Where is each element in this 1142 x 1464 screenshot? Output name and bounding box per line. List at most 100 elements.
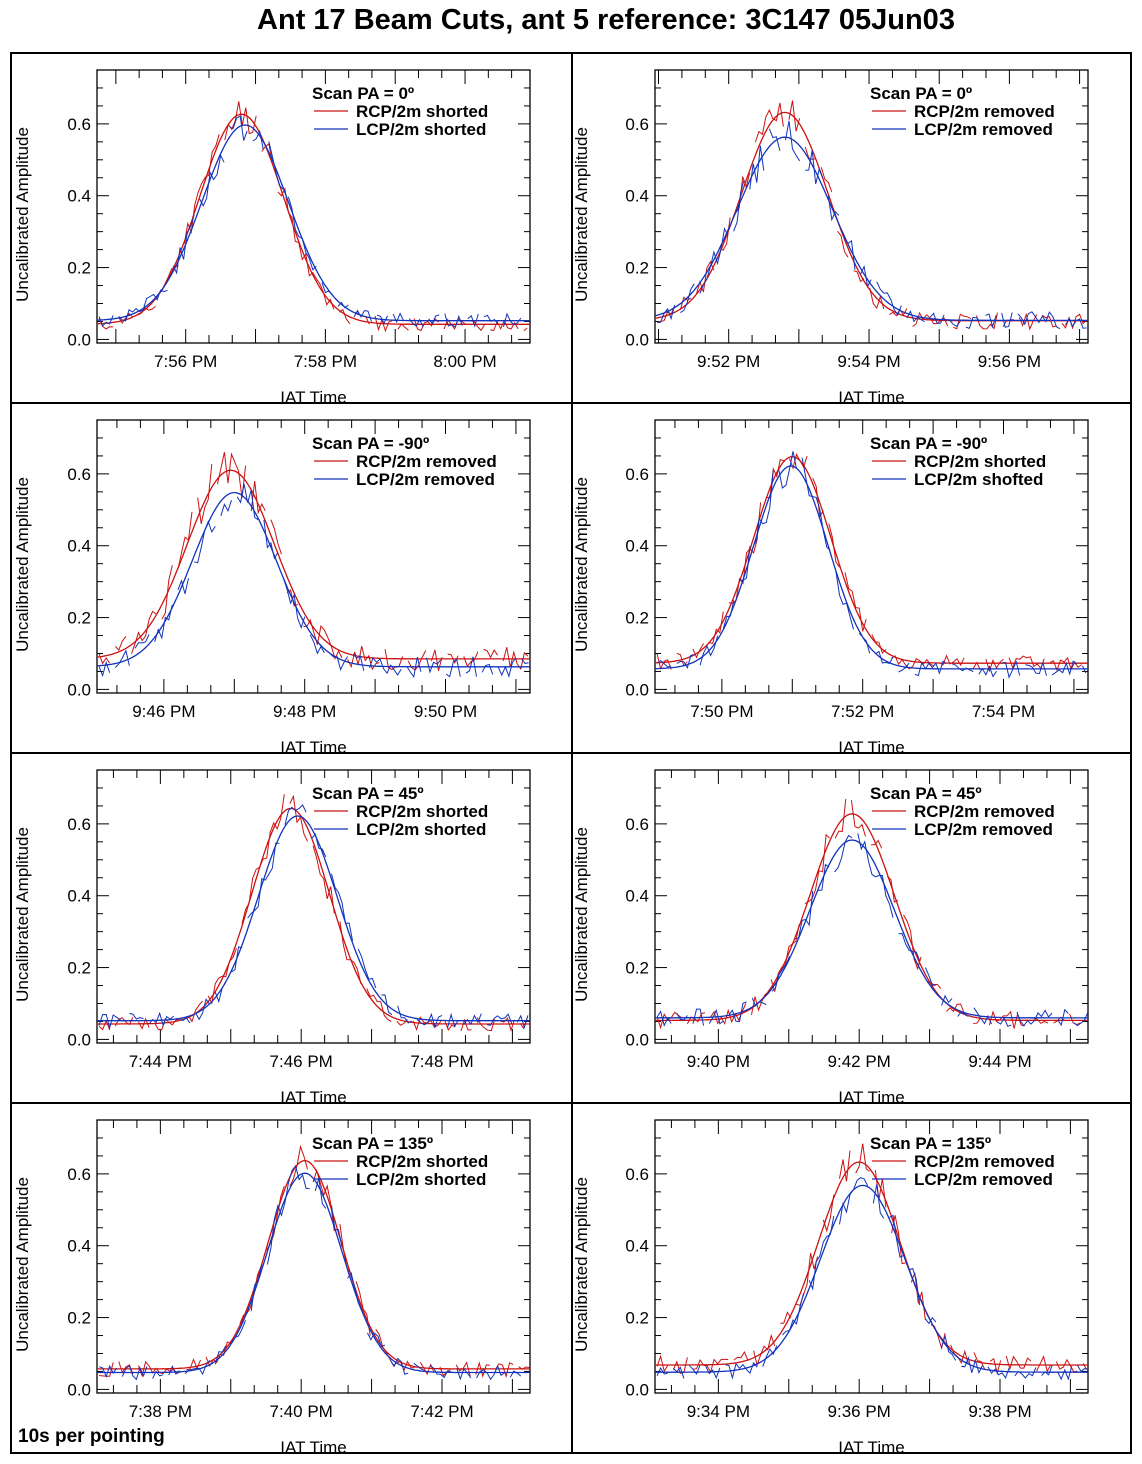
legend-entry: RCP/2m shorted xyxy=(356,102,488,121)
x-tick-label: 8:00 PM xyxy=(433,352,496,371)
y-tick-label: 0.6 xyxy=(67,815,91,834)
y-tick-label: 0.4 xyxy=(67,1237,91,1256)
plot-frame xyxy=(654,419,1089,694)
legend-title: Scan PA = 45º xyxy=(312,784,424,803)
y-axis-label: Uncalibrated Amplitude xyxy=(572,477,591,652)
footnote: 10s per pointing xyxy=(18,1426,165,1447)
y-tick-label: 0.0 xyxy=(67,330,91,349)
x-tick-label: 7:58 PM xyxy=(294,352,357,371)
legend-entry: RCP/2m shorted xyxy=(356,1152,488,1171)
x-tick-label: 9:40 PM xyxy=(687,1052,750,1071)
x-axis-label: IAT Time xyxy=(838,738,904,753)
legend-entry: LCP/2m shofted xyxy=(914,470,1043,489)
series-fit-rcp xyxy=(655,111,1088,322)
series-fit-lcp xyxy=(97,1172,530,1374)
x-tick-label: 9:56 PM xyxy=(978,352,1041,371)
beam-cut-chart-row2-left: 0.0 0.2 0.4 0.6 9:46 PM 9:48 PM 9:50 PM IAT Tim… xyxy=(13,419,531,753)
x-tick-label: 7:50 PM xyxy=(690,702,753,721)
x-axis-label: IAT Time xyxy=(280,388,346,403)
x-axis-label: IAT Time xyxy=(838,1438,904,1453)
legend-title: Scan PA = -90º xyxy=(312,434,429,453)
y-tick-label: 0.6 xyxy=(625,1165,649,1184)
series-fit-lcp xyxy=(655,465,1088,670)
y-tick-label: 0.4 xyxy=(67,187,91,206)
y-tick-label: 0.0 xyxy=(625,330,649,349)
y-tick-label: 0.4 xyxy=(625,887,649,906)
legend-title: Scan PA = 135º xyxy=(312,1134,433,1153)
y-axis-label: Uncalibrated Amplitude xyxy=(572,1177,591,1352)
y-tick-label: 0.4 xyxy=(625,187,649,206)
y-tick-label: 0.4 xyxy=(625,537,649,556)
y-axis-label: Uncalibrated Amplitude xyxy=(13,827,32,1002)
plot-frame xyxy=(96,1119,531,1394)
x-tick-label: 9:50 PM xyxy=(414,702,477,721)
y-tick-label: 0.2 xyxy=(625,609,649,628)
legend-entry: RCP/2m shorted xyxy=(914,452,1046,471)
series-fit-rcp xyxy=(97,1159,530,1370)
series-fit-lcp xyxy=(97,491,530,668)
legend-title: Scan PA = -90º xyxy=(870,434,987,453)
x-tick-label: 7:56 PM xyxy=(154,352,217,371)
series-data-lcp xyxy=(99,1166,526,1379)
y-tick-label: 0.6 xyxy=(625,815,649,834)
x-tick-label: 9:46 PM xyxy=(132,702,195,721)
legend-entry: RCP/2m removed xyxy=(914,1152,1055,1171)
series-data-lcp xyxy=(657,120,1087,330)
x-tick-label: 9:52 PM xyxy=(697,352,760,371)
x-tick-label: 9:42 PM xyxy=(828,1052,891,1071)
series-data-lcp xyxy=(656,1177,1088,1381)
y-tick-label: 0.2 xyxy=(67,609,91,628)
series-data-rcp xyxy=(98,452,529,671)
plot-frame xyxy=(96,769,531,1044)
legend-title: Scan PA = 135º xyxy=(870,1134,991,1153)
series-fit-lcp xyxy=(655,839,1088,1019)
legend-entry: RCP/2m shorted xyxy=(356,802,488,821)
beam-cut-chart-row2-right: 0.0 0.2 0.4 0.6 7:50 PM 7:52 PM 7:54 PM IAT Tim… xyxy=(572,419,1089,753)
series-fit-lcp xyxy=(655,136,1088,322)
legend-entry: RCP/2m removed xyxy=(914,102,1055,121)
beam-cut-chart-row4-right: 0.0 0.2 0.4 0.6 9:34 PM 9:36 PM 9:38 PM IAT Tim… xyxy=(572,1119,1089,1453)
legend-entry: LCP/2m shorted xyxy=(356,1170,486,1189)
series-fit-lcp xyxy=(97,124,530,322)
y-tick-label: 0.2 xyxy=(625,259,649,278)
series-fit-lcp xyxy=(655,1184,1088,1373)
series-data-lcp xyxy=(98,483,529,679)
legend-entry: RCP/2m removed xyxy=(914,802,1055,821)
plot-frame xyxy=(96,419,531,694)
plot-frame xyxy=(654,69,1089,344)
x-tick-label: 7:38 PM xyxy=(129,1402,192,1421)
x-axis-label: IAT Time xyxy=(838,388,904,403)
series-fit-rcp xyxy=(655,813,1088,1022)
x-tick-label: 9:34 PM xyxy=(687,1402,750,1421)
legend-entry: LCP/2m removed xyxy=(914,820,1053,839)
series-data-lcp xyxy=(656,833,1088,1027)
grid-divider-horizontal xyxy=(12,752,1130,754)
x-tick-label: 9:54 PM xyxy=(837,352,900,371)
y-tick-label: 0.6 xyxy=(67,115,91,134)
beam-cut-chart-row1-left: 0.0 0.2 0.4 0.6 7:56 PM 7:58 PM 8:00 PM IAT Tim… xyxy=(13,69,531,403)
y-tick-label: 0.0 xyxy=(625,1030,649,1049)
y-tick-label: 0.2 xyxy=(67,259,91,278)
x-axis-label: IAT Time xyxy=(838,1088,904,1103)
y-tick-label: 0.4 xyxy=(625,1237,649,1256)
x-tick-label: 9:44 PM xyxy=(968,1052,1031,1071)
y-tick-label: 0.0 xyxy=(67,1030,91,1049)
y-tick-label: 0.6 xyxy=(67,1165,91,1184)
y-tick-label: 0.2 xyxy=(625,1309,649,1328)
y-axis-label: Uncalibrated Amplitude xyxy=(13,127,32,302)
beam-cut-chart-row3-right: 0.0 0.2 0.4 0.6 9:40 PM 9:42 PM 9:44 PM IAT Tim… xyxy=(572,769,1089,1103)
legend-entry: LCP/2m removed xyxy=(914,1170,1053,1189)
beam-cut-chart-row4-left: 0.0 0.2 0.4 0.6 7:38 PM 7:40 PM 7:42 PM IAT Tim… xyxy=(13,1119,531,1453)
grid-divider-horizontal xyxy=(12,402,1130,404)
y-tick-label: 0.6 xyxy=(67,465,91,484)
x-axis-label: IAT Time xyxy=(280,1088,346,1103)
plot-frame xyxy=(654,769,1089,1044)
y-axis-label: Uncalibrated Amplitude xyxy=(572,827,591,1002)
x-tick-label: 7:44 PM xyxy=(129,1052,192,1071)
series-data-lcp xyxy=(99,116,526,327)
x-tick-label: 9:38 PM xyxy=(968,1402,1031,1421)
x-tick-label: 9:36 PM xyxy=(828,1402,891,1421)
y-tick-label: 0.4 xyxy=(67,887,91,906)
y-tick-label: 0.2 xyxy=(67,1309,91,1328)
legend-title: Scan PA = 0º xyxy=(312,84,414,103)
